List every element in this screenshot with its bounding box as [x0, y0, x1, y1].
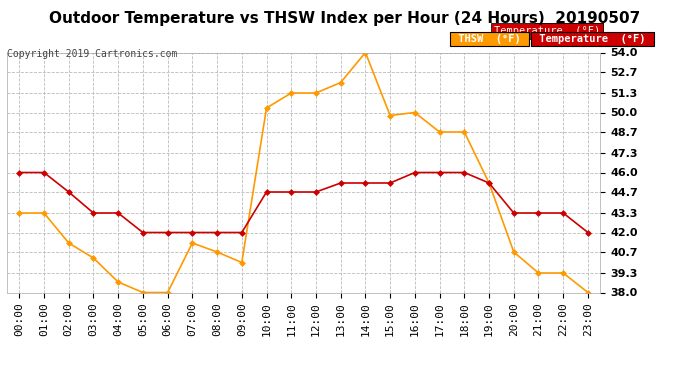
Text: Copyright 2019 Cartronics.com: Copyright 2019 Cartronics.com — [7, 49, 177, 59]
Text: THSW  (°F): THSW (°F) — [452, 34, 527, 44]
Text: Temperature  (°F): Temperature (°F) — [494, 26, 600, 36]
Text: Outdoor Temperature vs THSW Index per Hour (24 Hours)  20190507: Outdoor Temperature vs THSW Index per Ho… — [50, 11, 640, 26]
Text: Temperature  (°F): Temperature (°F) — [533, 34, 651, 44]
Text: THSW  (°F): THSW (°F) — [538, 26, 600, 36]
